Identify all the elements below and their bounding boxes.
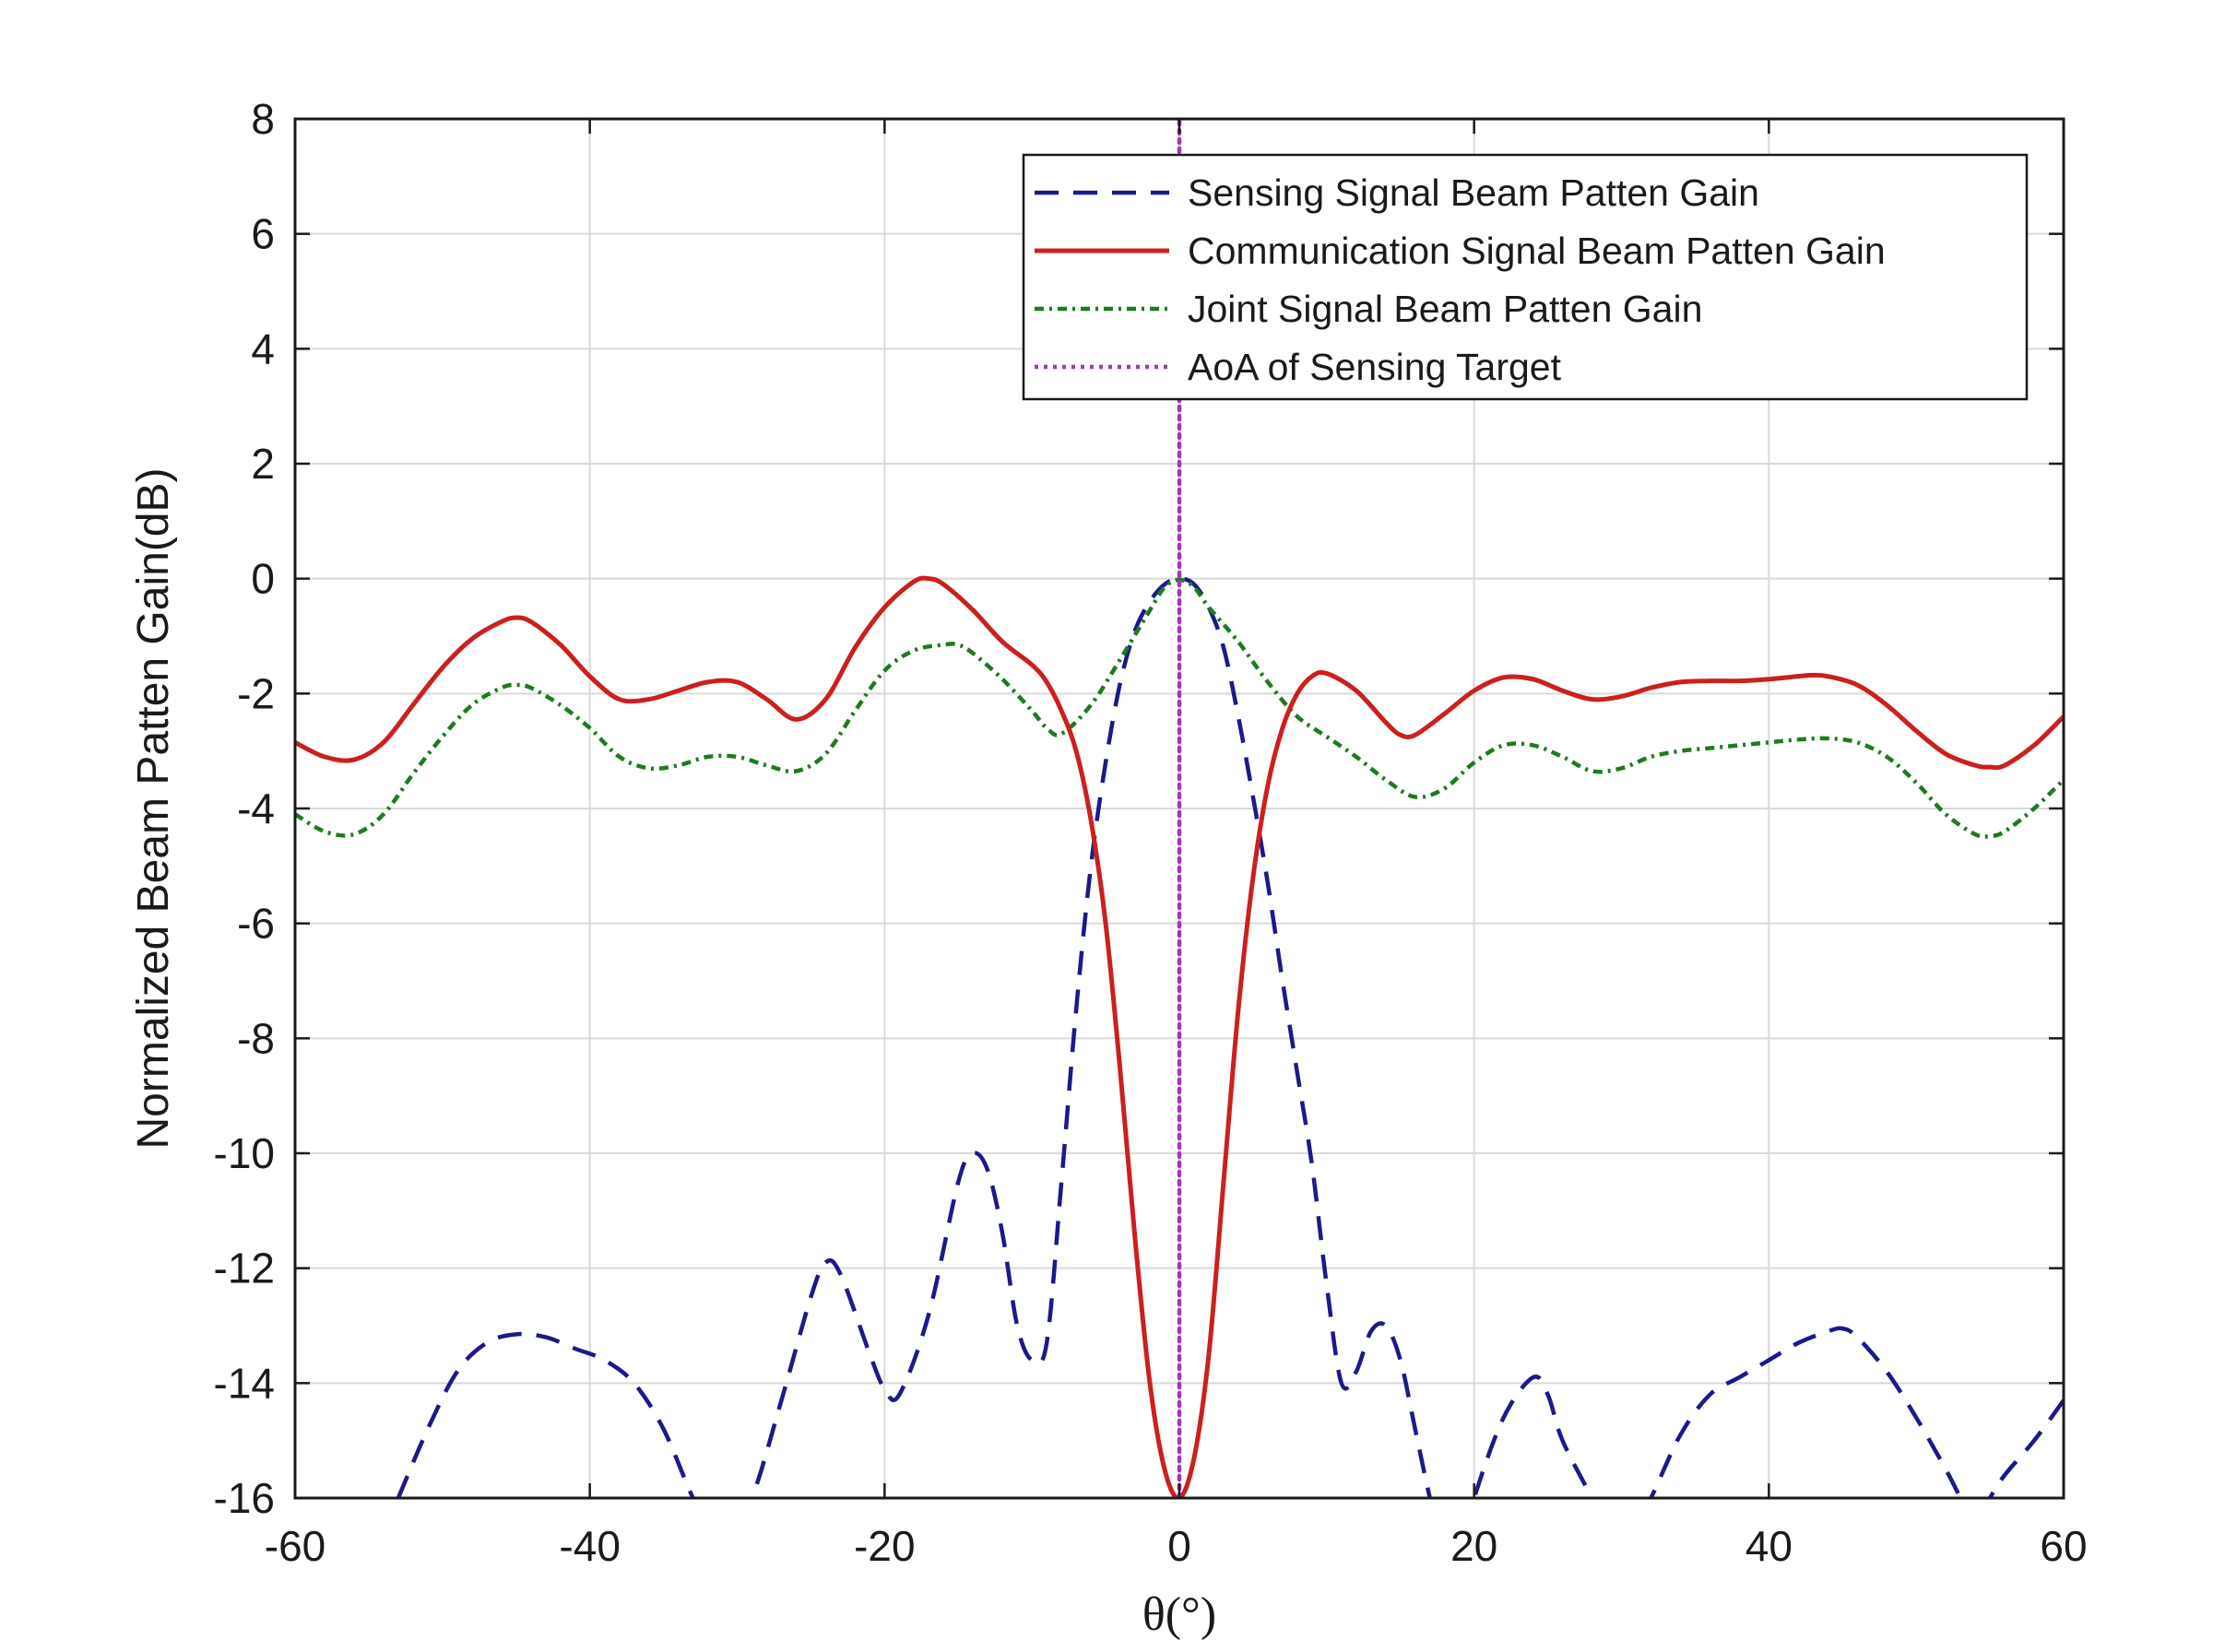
y-axis-label: Normalized Beam Patten Gain(dB) (129, 468, 178, 1150)
x-tick-label: 20 (1450, 1522, 1497, 1570)
series-layer (295, 119, 2064, 1498)
x-tick-label: -40 (559, 1522, 620, 1570)
y-tick-label: -10 (214, 1129, 275, 1177)
tick-labels: -60 -40 -20 0 20 40 60-16-14-12-10-8-6-4-20246… (214, 95, 2088, 1570)
y-tick-label: -16 (214, 1474, 275, 1522)
x-tick-label: 40 (1746, 1522, 1793, 1570)
y-tick-label: 4 (251, 324, 275, 372)
y-tick-label: 8 (251, 95, 275, 143)
legend-label: AoA of Sensing Target (1188, 346, 1562, 388)
x-axis-label: θ(°) (1142, 1588, 1216, 1641)
legend: Sensing Signal Beam Patten Gain Communica… (1022, 153, 2029, 401)
legend-box (1022, 153, 2029, 401)
legend-label: Communication Signal Beam Patten Gain (1188, 230, 1886, 272)
x-tick-label: 0 (1167, 1522, 1191, 1570)
y-tick-label: 0 (251, 555, 275, 603)
y-tick-label: -8 (237, 1014, 275, 1062)
legend-label: Sensing Signal Beam Patten Gain (1188, 171, 1759, 214)
series-line-3 (295, 577, 2064, 839)
legend-label: Joint Signal Beam Patten Gain (1188, 288, 1702, 330)
y-tick-label: -4 (237, 785, 275, 832)
x-tick-label: -20 (854, 1522, 915, 1570)
y-tick-label: -12 (214, 1245, 275, 1292)
y-tick-label: -6 (237, 900, 275, 948)
y-tick-label: -14 (214, 1359, 275, 1407)
x-tick-label: 60 (2040, 1522, 2087, 1570)
y-tick-label: -2 (237, 669, 275, 717)
x-tick-label: -60 (265, 1522, 325, 1570)
y-tick-label: 6 (251, 210, 275, 258)
ticks (293, 117, 2065, 1500)
y-tick-label: 2 (251, 440, 275, 488)
series-line-1 (396, 576, 2064, 1498)
series-line-2 (295, 575, 2064, 1498)
